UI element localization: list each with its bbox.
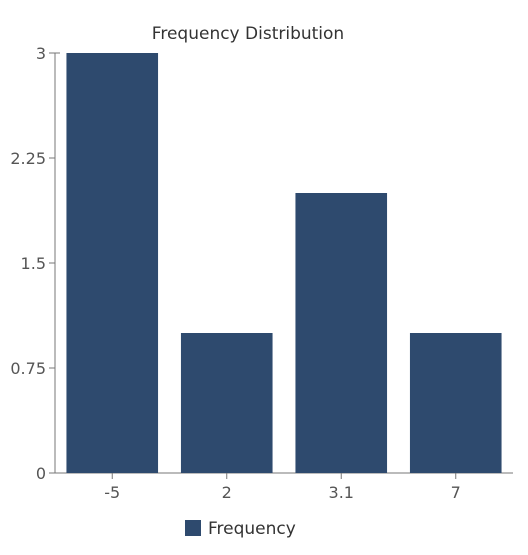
legend-swatch-frequency: [185, 520, 201, 536]
legend: Frequency: [185, 519, 296, 539]
y-tick-label-4: 3: [36, 44, 46, 63]
chart-title: Frequency Distribution: [152, 24, 344, 44]
x-tick-label-3: 7: [451, 483, 461, 502]
x-tick-label-2: 3.1: [329, 483, 354, 502]
bar-0: [66, 53, 159, 473]
x-ticks-group: -5 2 3.1 7: [104, 473, 461, 502]
y-axis-line: [54, 52, 60, 474]
y-tick-label-3: 2.25: [10, 149, 46, 168]
y-tick-label-2: 1.5: [21, 254, 46, 273]
y-tick-label-0: 0: [36, 464, 46, 483]
legend-label-frequency: Frequency: [208, 519, 296, 539]
x-tick-label-0: -5: [104, 483, 120, 502]
bar-3: [409, 333, 502, 473]
y-axis: [54, 52, 60, 474]
y-ticks-group: 0 0.75 1.5 2.25 3: [10, 44, 55, 483]
bar-2: [295, 193, 388, 473]
bar-1: [180, 333, 273, 473]
y-tick-label-1: 0.75: [10, 359, 46, 378]
bars-group: [66, 53, 502, 473]
x-tick-label-1: 2: [222, 483, 232, 502]
